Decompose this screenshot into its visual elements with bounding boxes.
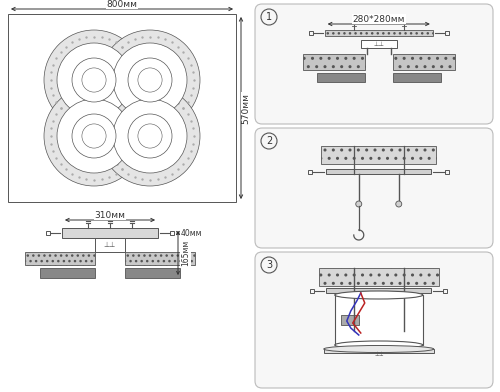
FancyBboxPatch shape [255,128,493,248]
Bar [125,268,180,278]
Text: 800мм: 800мм [106,0,138,9]
Circle shape [128,58,172,102]
Circle shape [82,124,106,148]
Circle shape [113,43,187,117]
Bar [303,54,365,70]
Bar [95,238,125,252]
Text: 3: 3 [266,260,272,270]
Bar [317,73,365,82]
Text: 2: 2 [266,136,272,146]
Text: 165мм: 165мм [181,240,190,266]
Text: ⊥⊥: ⊥⊥ [374,352,384,358]
Ellipse shape [335,341,423,349]
Bar [125,252,195,265]
Bar [335,295,423,345]
Bar [25,252,95,265]
Ellipse shape [324,345,434,352]
Circle shape [128,114,172,158]
Circle shape [72,58,116,102]
Bar [326,169,432,174]
Bar [322,146,436,164]
FancyBboxPatch shape [255,4,493,124]
Bar [8,14,236,202]
Circle shape [113,99,187,173]
Bar [361,40,397,48]
Circle shape [44,86,144,186]
Text: 570мм: 570мм [242,93,250,123]
Bar [40,268,95,278]
Ellipse shape [335,291,423,299]
Circle shape [138,68,162,92]
Circle shape [356,201,362,207]
Bar [319,268,439,286]
Circle shape [396,201,402,207]
Circle shape [100,30,200,130]
Bar [393,54,455,70]
Bar [341,315,359,325]
Circle shape [44,30,144,130]
Circle shape [82,68,106,92]
Bar [325,30,433,36]
Text: 40мм: 40мм [181,229,203,238]
Text: 280*280мм: 280*280мм [352,15,405,24]
Text: 310мм: 310мм [94,211,126,220]
Circle shape [72,114,116,158]
Bar [324,349,434,353]
Text: ⊥⊥: ⊥⊥ [104,242,116,248]
Circle shape [138,124,162,148]
Text: ⊥⊥: ⊥⊥ [374,42,384,47]
Circle shape [100,86,200,186]
Bar [326,288,432,293]
Circle shape [57,99,131,173]
Bar [393,73,441,82]
Circle shape [57,43,131,117]
FancyBboxPatch shape [255,252,493,388]
Bar [62,228,158,238]
Text: 1: 1 [266,12,272,22]
